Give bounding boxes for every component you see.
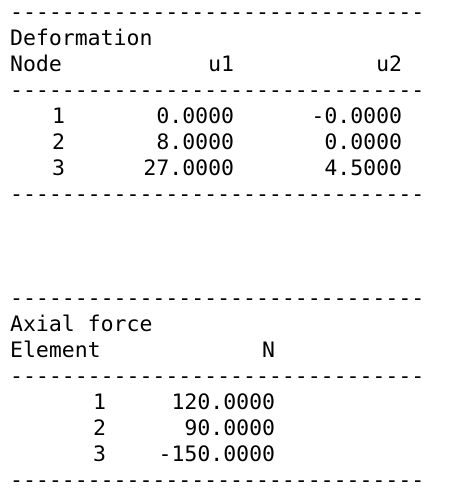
separator-line: --------------------------------: [10, 182, 425, 207]
u2-value: 4.5000: [324, 156, 402, 181]
header-u1: u1: [208, 52, 234, 77]
header-u2: u2: [376, 52, 402, 77]
console-output: -------------------------------- Deforma…: [10, 0, 458, 494]
deformation-title: Deformation: [10, 26, 153, 51]
blank-line: [10, 260, 458, 286]
u2-value: 0.0000: [324, 130, 402, 155]
header-n: N: [262, 338, 275, 363]
deformation-header-row: Node u1 u2: [10, 52, 458, 78]
node-id: 1: [52, 104, 65, 129]
separator-line: --------------------------------: [10, 468, 425, 493]
n-value: -150.0000: [158, 442, 276, 467]
u1-value: 0.0000: [156, 104, 234, 129]
table-row: 2 8.0000 0.0000: [10, 130, 458, 156]
element-id: 3: [93, 442, 106, 467]
element-id: 1: [93, 390, 106, 415]
separator-line: --------------------------------: [10, 0, 425, 25]
separator-line: --------------------------------: [10, 364, 425, 389]
element-id: 2: [93, 416, 106, 441]
axial-force-header-row: Element N: [10, 338, 458, 364]
n-value: 90.0000: [184, 416, 275, 441]
u1-value: 8.0000: [156, 130, 234, 155]
table-row: 3 -150.0000: [10, 442, 458, 468]
node-id: 2: [52, 130, 65, 155]
table-row: 1 0.0000 -0.0000: [10, 104, 458, 130]
separator-line: --------------------------------: [10, 78, 425, 103]
header-element: Element: [10, 338, 101, 363]
table-row: 2 90.0000: [10, 416, 458, 442]
axial-force-title: Axial force: [10, 312, 153, 337]
separator-line: --------------------------------: [10, 286, 425, 311]
table-row: 1 120.0000: [10, 390, 458, 416]
u1-value: 27.0000: [143, 156, 234, 181]
blank-line: [10, 208, 458, 234]
u2-value: -0.0000: [311, 104, 402, 129]
blank-line: [10, 234, 458, 260]
node-id: 3: [52, 156, 65, 181]
header-node: Node: [10, 52, 62, 77]
table-row: 3 27.0000 4.5000: [10, 156, 458, 182]
n-value: 120.0000: [171, 390, 275, 415]
